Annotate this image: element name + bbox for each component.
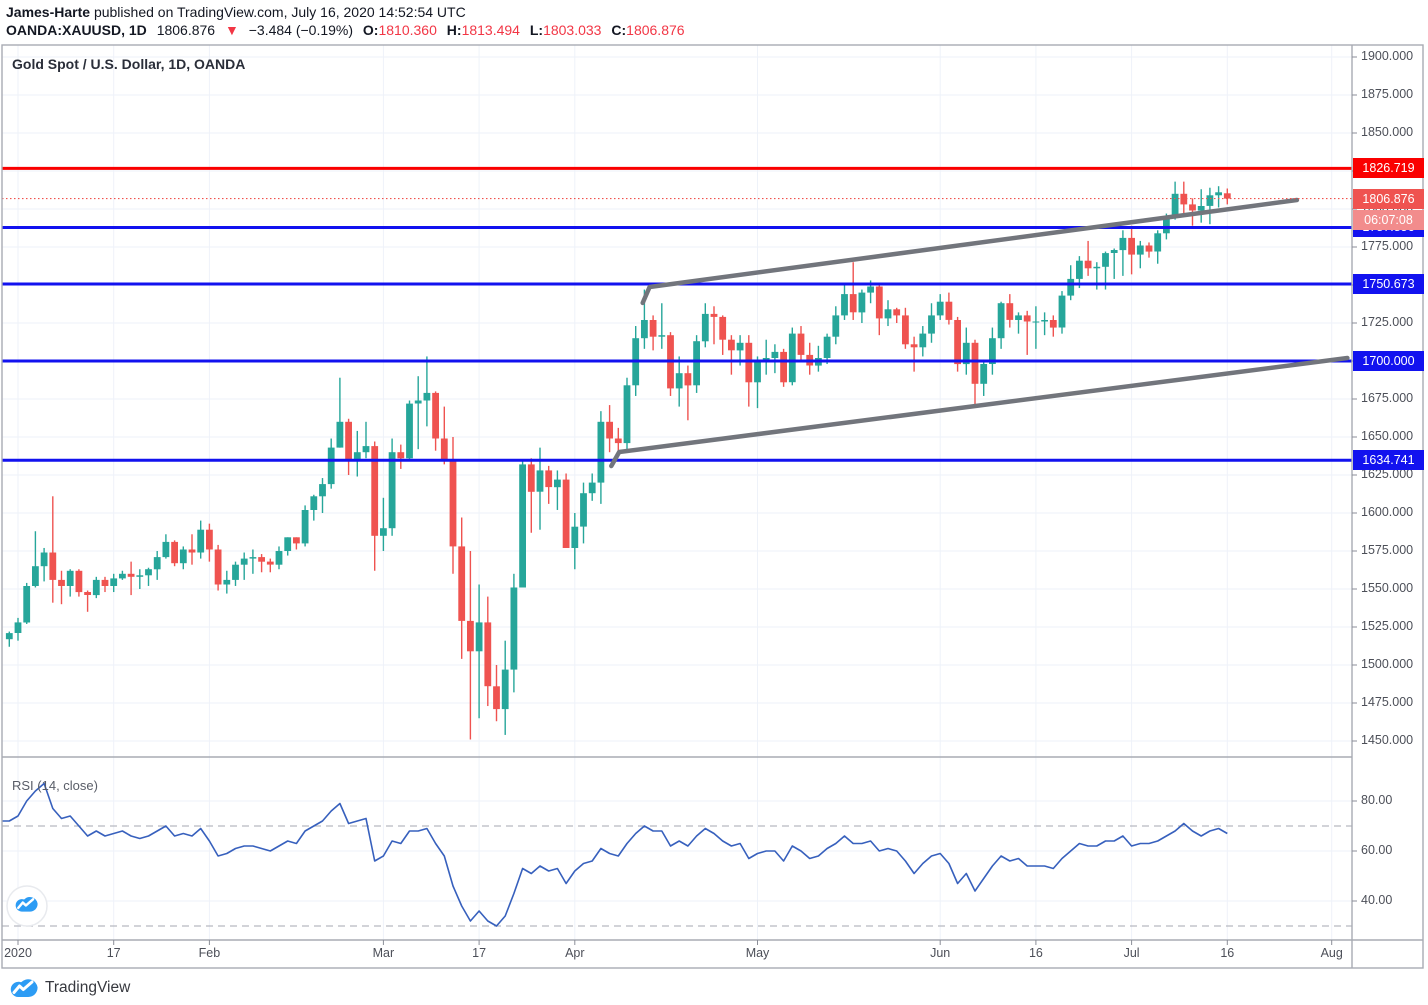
tradingview-footer-link[interactable]: TradingView [10,974,130,1002]
symbol-header: OANDA:XAUUSD, 1D 1806.876 ▼ −3.484 (−0.1… [6,22,685,38]
time-tick-label: 16 [1028,946,1043,960]
low-value: 1803.033 [543,22,602,38]
rsi-tick-label: 80.00 [1361,793,1393,807]
rsi-tick-label: 40.00 [1361,893,1393,907]
time-tick-label: 16 [1220,946,1235,960]
support-level-badge: 1750.673 [1353,273,1424,294]
price-tick-label: 1475.000 [1361,695,1414,709]
price-tick-label: 1650.000 [1361,429,1414,443]
price-tick-label: 1900.000 [1361,49,1414,63]
down-triangle-icon: ▼ [224,22,239,38]
price-tick-label: 1600.000 [1361,505,1414,519]
resistance-level-badge: 1826.719 [1353,158,1424,179]
time-tick-label: Mar [372,946,395,960]
open-value: 1810.360 [378,22,437,38]
publish-info: published on TradingView.com, July 16, 2… [90,4,466,20]
publish-header: James-Harte published on TradingView.com… [6,4,466,20]
author-name: James-Harte [6,4,91,20]
tradingview-logo-icon [10,979,38,997]
chart-title: Gold Spot / U.S. Dollar, 1D, OANDA [12,56,246,72]
price-change: −3.484 (−0.19%) [248,22,354,38]
price-tick-label: 1625.000 [1361,467,1414,481]
high-label: H: [446,22,462,38]
open-label: O: [362,22,379,38]
price-tick-label: 1550.000 [1361,581,1414,595]
price-tick-label: 1500.000 [1361,657,1414,671]
rsi-tick-label: 60.00 [1361,843,1393,857]
last-price: 1806.876 [156,22,216,38]
close-label: C: [611,22,627,38]
price-tick-label: 1675.000 [1361,391,1414,405]
price-tick-label: 1450.000 [1361,733,1414,747]
close-value: 1806.876 [626,22,685,38]
time-tick-label: 2020 [4,946,32,960]
price-tick-label: 1525.000 [1361,619,1414,633]
price-tick-label: 1575.000 [1361,543,1414,557]
price-tick-label: 1775.000 [1361,239,1414,253]
price-tick-label: 1850.000 [1361,125,1414,139]
time-tick-label: 17 [472,946,487,960]
symbol-interval: OANDA:XAUUSD, 1D [6,22,147,38]
low-label: L: [529,22,544,38]
time-tick-label: Jun [930,946,951,960]
price-tick-label: 1875.000 [1361,87,1414,101]
high-value: 1813.494 [461,22,520,38]
last-price-badge: 1806.876 [1353,188,1424,209]
time-tick-label: Jul [1123,946,1140,960]
tradingview-brand-text: TradingView [45,979,131,996]
time-tick-label: Apr [565,946,585,960]
time-tick-label: May [745,946,770,960]
time-tick-label: 17 [106,946,121,960]
time-tick-label: Feb [198,946,221,960]
rsi-indicator-label: RSI (14, close) [12,778,98,793]
chart-frame: Gold Spot / U.S. Dollar, 1D, OANDA RSI (… [1,44,1424,969]
support-level-badge: 1700.000 [1353,351,1424,371]
support-level-badge: 1634.741 [1353,450,1424,471]
time-tick-label: Aug [1320,946,1343,960]
countdown-badge: 06:07:08 [1353,209,1424,230]
price-tick-label: 1725.000 [1361,315,1414,329]
